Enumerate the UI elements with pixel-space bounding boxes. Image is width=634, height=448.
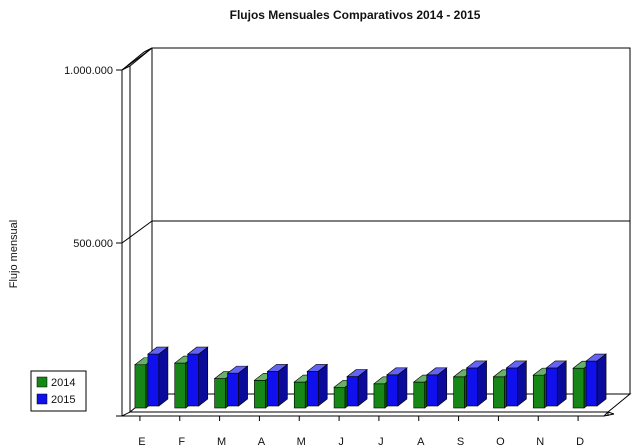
x-tick-label: A [258, 436, 266, 448]
bar-2015-1 [147, 346, 169, 407]
floor-right-corner [603, 413, 615, 417]
x-tick-label: D [576, 436, 584, 448]
x-tick-label: A [417, 436, 425, 448]
x-tick-label: N [536, 436, 544, 448]
bar-2015-8 [425, 367, 448, 407]
bar-2015-3 [226, 365, 249, 407]
x-tick-label: J [378, 436, 384, 448]
gridline-wall-1 [121, 47, 153, 71]
y-tick-label: 1.000.000 [64, 65, 113, 77]
legend-label: 2015 [51, 394, 75, 406]
gridline-wall-0 [121, 220, 153, 244]
x-tick-label: M [297, 436, 306, 448]
bar-2015-7 [386, 367, 408, 407]
x-tick-label: O [496, 436, 505, 448]
chart-bars [134, 346, 607, 409]
x-tick-label: E [138, 436, 145, 448]
bar-2015-5 [306, 363, 329, 407]
bar-2015-12 [585, 353, 607, 407]
floor-right-corner-top [607, 411, 615, 415]
legend: 2014 2015 [30, 370, 87, 412]
y-axis-label: Flujo mensual [8, 220, 20, 288]
bar-2015-11 [545, 360, 568, 407]
y-tick-label: 500.000 [73, 238, 113, 250]
chart-labels: 500.000 1.000.000 E F M A M J J A S O N D [64, 65, 584, 448]
x-tick-label: M [217, 436, 226, 448]
bar-2015-6 [346, 368, 368, 407]
x-tick-label: S [457, 436, 464, 448]
legend-label: 2014 [51, 377, 75, 389]
bar-2015-10 [505, 360, 528, 407]
legend-swatch [36, 376, 48, 388]
bar-2015-9 [465, 360, 488, 407]
x-tick-label: F [178, 436, 185, 448]
chart-title: Flujos Mensuales Comparativos 2014 - 201… [230, 8, 481, 22]
floor-front-edge [121, 411, 610, 417]
bar-2015-2 [186, 346, 209, 407]
x-tick-label: J [338, 436, 344, 448]
legend-swatch [36, 393, 48, 405]
bar-2015-4 [266, 363, 289, 407]
